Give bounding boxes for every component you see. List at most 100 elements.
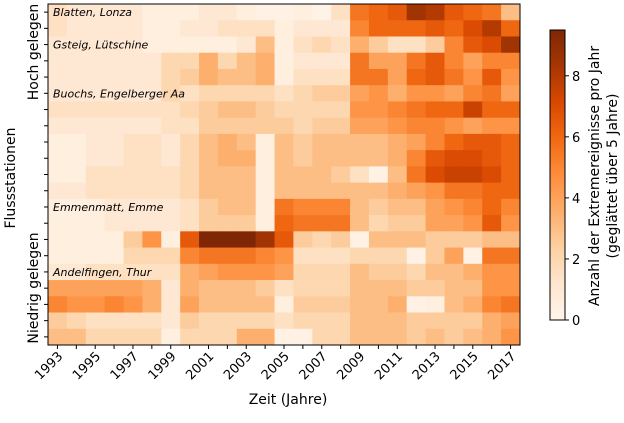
x-tick-label: 2015: [448, 349, 482, 383]
heatmap-cell: [406, 20, 426, 37]
heatmap-cell: [368, 182, 389, 200]
y-axis-title: Flussstationen: [3, 127, 19, 228]
heatmap-cell: [312, 133, 332, 151]
heatmap-cell: [236, 182, 257, 200]
heatmap-cell: [425, 328, 445, 346]
heatmap-cell: [350, 263, 370, 281]
heatmap-cell: [482, 85, 502, 102]
heatmap-cell: [406, 182, 426, 200]
heatmap-cell: [255, 280, 275, 297]
heatmap-cell: [217, 182, 238, 200]
heatmap-cell: [180, 20, 200, 37]
heatmap-cell: [199, 215, 219, 232]
heatmap-cell: [368, 150, 389, 167]
heatmap-cell: [368, 85, 389, 102]
heatmap-cell: [444, 263, 464, 281]
heatmap-cell: [180, 150, 200, 167]
heatmap-cell: [312, 182, 332, 200]
heatmap-cell: [142, 85, 162, 102]
heatmap-cell: [425, 117, 445, 135]
heatmap-cell: [48, 133, 68, 151]
heatmap-cell: [293, 166, 313, 184]
heatmap-cell: [368, 133, 389, 151]
heatmap-cell: [66, 280, 87, 297]
heatmap-cell: [180, 166, 200, 184]
heatmap-cell: [425, 36, 445, 54]
heatmap-cell: [463, 231, 483, 248]
heatmap-cell: [425, 198, 445, 216]
heatmap-cell: [180, 4, 200, 21]
heatmap-cell: [331, 247, 351, 265]
x-tick-label: 2013: [410, 349, 444, 383]
heatmap-cell: [482, 215, 502, 232]
heatmap-cell: [444, 101, 464, 119]
heatmap-cell: [85, 247, 106, 265]
heatmap-cell: [104, 36, 124, 54]
heatmap-cell: [425, 150, 445, 167]
heatmap-cell: [350, 231, 370, 248]
heatmap-cell: [406, 52, 426, 70]
heatmap-cell: [66, 247, 87, 265]
station-label: Blatten, Lonza: [53, 6, 132, 19]
heatmap-cell: [236, 247, 257, 265]
heatmap-cell: [387, 36, 408, 54]
heatmap-cell: [142, 328, 162, 346]
heatmap-cell: [66, 166, 87, 184]
heatmap-cell: [406, 312, 426, 330]
heatmap-cell: [199, 85, 219, 102]
heatmap-cell: [217, 312, 238, 330]
heatmap-cell: [293, 312, 313, 330]
heatmap-cell: [180, 328, 200, 346]
heatmap-cell: [312, 36, 332, 54]
station-label: Emmenmatt, Emme: [53, 201, 164, 214]
heatmap-cell: [463, 4, 483, 21]
heatmap-cell: [199, 117, 219, 135]
heatmap-cell: [217, 198, 238, 216]
heatmap-cell: [48, 68, 68, 86]
heatmap-cell: [387, 4, 408, 21]
heatmap-cell: [85, 20, 106, 37]
heatmap-cell: [180, 280, 200, 297]
heatmap-cell: [180, 312, 200, 330]
heatmap-cell: [293, 247, 313, 265]
heatmap-cell: [463, 68, 483, 86]
heatmap-cell: [48, 101, 68, 119]
heatmap-cell: [142, 215, 162, 232]
heatmap-cell: [482, 4, 502, 21]
heatmap-cell: [236, 150, 257, 167]
heatmap-cell: [331, 296, 351, 313]
heatmap-cell: [350, 20, 370, 37]
heatmap-cell: [463, 117, 483, 135]
heatmap-cell: [482, 328, 502, 346]
heatmap-cell: [463, 215, 483, 232]
heatmap-cell: [425, 182, 445, 200]
heatmap-cell: [180, 182, 200, 200]
colorbar-tick-label: 6: [572, 131, 580, 146]
heatmap-cell: [66, 52, 87, 70]
heatmap-cell: [123, 68, 143, 86]
colorbar-label-line2: (geglättet über 5 Jahre): [605, 94, 621, 259]
heatmap-cell: [312, 328, 332, 346]
heatmap-cell: [350, 117, 370, 135]
heatmap-cell: [66, 20, 87, 37]
heatmap-cell: [85, 133, 106, 151]
heatmap-cell: [293, 117, 313, 135]
heatmap-cell: [463, 101, 483, 119]
heatmap-cell: [217, 4, 238, 21]
heatmap-cell: [161, 215, 181, 232]
heatmap-cell: [312, 312, 332, 330]
heatmap-cell: [217, 68, 238, 86]
heatmap-cell: [199, 280, 219, 297]
heatmap-cell: [255, 150, 275, 167]
heatmap-cell: [387, 231, 408, 248]
heatmap-cell: [425, 85, 445, 102]
heatmap-cell: [199, 133, 219, 151]
heatmap-cell: [406, 117, 426, 135]
heatmap-cell: [350, 198, 370, 216]
heatmap-cell: [66, 215, 87, 232]
heatmap-cell: [293, 263, 313, 281]
heatmap-cell: [387, 328, 408, 346]
heatmap-cell: [312, 280, 332, 297]
station-labels: Blatten, Lonza Gsteig, Lütschine Buochs, E…: [52, 6, 185, 279]
heatmap-cell: [274, 52, 294, 70]
